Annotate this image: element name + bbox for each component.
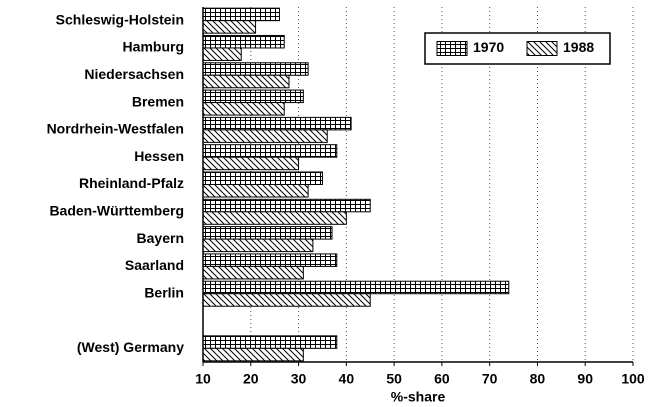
bar: [202, 238, 314, 253]
y-tick-label: Hamburg: [123, 39, 184, 55]
bar: [202, 335, 338, 349]
bar: [202, 253, 338, 267]
y-tick-label: Bayern: [137, 230, 184, 246]
legend-swatch: [526, 41, 558, 56]
legend-swatch: [436, 41, 468, 56]
x-tick-label: 20: [243, 371, 259, 387]
y-tick-label: Nordrhein-Westfalen: [47, 121, 184, 137]
bar: [202, 7, 280, 22]
x-tick-label: 100: [621, 371, 645, 387]
bar: [202, 102, 285, 116]
bar: [202, 62, 309, 76]
bar: [202, 116, 352, 131]
bar: [202, 293, 371, 307]
y-tick-label: Rheinland-Pfalz: [79, 175, 184, 191]
y-tick-label: Berlin: [144, 284, 184, 300]
y-tick-label: Saarland: [125, 257, 184, 273]
y-tick-label: Bremen: [132, 93, 184, 109]
legend-label: 1970: [473, 39, 504, 55]
x-tick-label: 70: [482, 371, 498, 387]
y-tick-label: (West) Germany: [77, 339, 184, 355]
bar: [202, 198, 371, 213]
x-tick-label: 80: [530, 371, 546, 387]
x-tick-label: 50: [386, 371, 402, 387]
x-tick-label: 30: [291, 371, 307, 387]
x-tick-label: 40: [339, 371, 355, 387]
y-tick-label: Niedersachsen: [84, 66, 184, 82]
y-tick-label: Baden-Württemberg: [49, 203, 184, 219]
y-tick-label: Schleswig-Holstein: [56, 11, 184, 27]
bar: [202, 144, 338, 158]
bar: [202, 34, 285, 49]
bar: [202, 211, 347, 225]
bar: [202, 47, 242, 61]
x-tick-label: 60: [434, 371, 450, 387]
bar: [202, 226, 333, 240]
bar: [202, 74, 290, 89]
bar: [202, 184, 309, 198]
legend-label: 1988: [563, 39, 594, 55]
x-tick-label: 90: [577, 371, 593, 387]
bar: [202, 20, 257, 34]
bar: [202, 129, 328, 143]
bar: [202, 265, 304, 280]
bar: [202, 347, 304, 362]
bar: [202, 280, 510, 295]
bar: [202, 89, 304, 104]
x-tick-label: 10: [195, 371, 211, 387]
bar: [202, 171, 323, 185]
x-axis-label: %-share: [391, 389, 446, 405]
y-tick-label: Hessen: [134, 148, 184, 164]
bar: [202, 156, 300, 171]
